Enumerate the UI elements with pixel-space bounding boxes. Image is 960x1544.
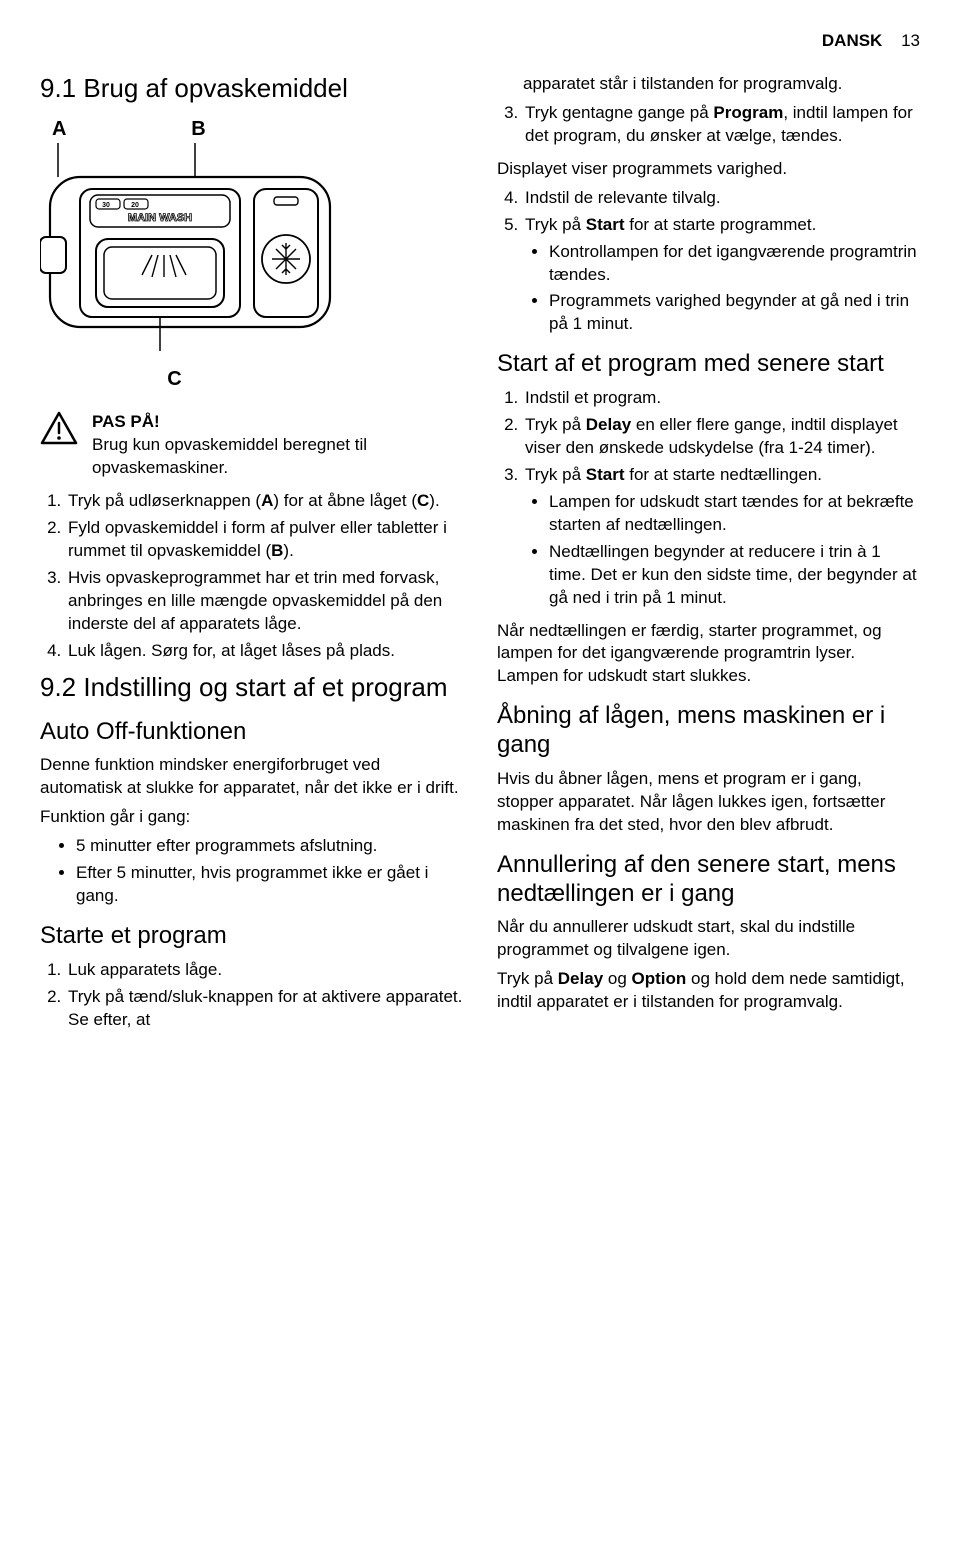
list-item: Luk lågen. Sørg for, at låget låses på p… <box>66 640 463 663</box>
diagram-label-c: C <box>0 366 463 393</box>
list-item: Luk apparatets låge. <box>66 959 463 982</box>
steps-list-1: Tryk på udløserknappen (A) for at åbne l… <box>40 490 463 663</box>
paragraph-continuation: apparatet står i tilstanden for programv… <box>497 73 920 96</box>
bullet-list: Kontrollampen for det igangværende progr… <box>525 241 920 337</box>
list-item: Fyld opvaskemiddel i form af pulver elle… <box>66 517 463 563</box>
steps-list-5: Indstil et program. Tryk på Delay en ell… <box>497 387 920 609</box>
mainwash-text: MAIN WASH <box>128 212 192 224</box>
gauge-30: 30 <box>102 202 110 209</box>
caution-body: Brug kun opvaskemiddel beregnet til opva… <box>92 435 367 477</box>
section-heading-9-2: 9.2 Indstilling og start af et program <box>40 672 463 703</box>
caution-triangle-icon <box>40 411 78 445</box>
list-item: Tryk på Start for at starte programmet. … <box>523 214 920 337</box>
section-heading-9-1: 9.1 Brug af opvaskemiddel <box>40 73 463 104</box>
content-columns: 9.1 Brug af opvaskemiddel A B 30 <box>40 73 920 1042</box>
subheading-aabning: Åbning af lågen, mens maskinen er i gang <box>497 702 920 760</box>
paragraph: Funktion går i gang: <box>40 806 463 829</box>
list-item: Nedtællingen begynder at reducere i trin… <box>549 541 920 610</box>
page-number: 13 <box>901 31 920 50</box>
diagram-labels-top: A B <box>40 116 463 143</box>
list-item: Indstil et program. <box>523 387 920 410</box>
steps-list-4: Indstil de relevante tilvalg. Tryk på St… <box>497 187 920 337</box>
list-item: Indstil de relevante tilvalg. <box>523 187 920 210</box>
paragraph: Når du annullerer udskudt start, skal du… <box>497 916 920 962</box>
list-item: Hvis opvaskeprogrammet har et trin med f… <box>66 567 463 636</box>
paragraph: Tryk på Delay og Option og hold dem nede… <box>497 968 920 1014</box>
subheading-senere-start: Start af et program med senere start <box>497 350 920 379</box>
bullet-list: 5 minutter efter programmets afslutning.… <box>40 835 463 908</box>
lang-label: DANSK <box>822 31 882 50</box>
list-item: Tryk på tænd/sluk-knappen for at aktiver… <box>66 986 463 1032</box>
list-item: 5 minutter efter programmets afslutning. <box>76 835 463 858</box>
paragraph: Når nedtællingen er færdig, starter prog… <box>497 620 920 689</box>
subheading-annullering: Annullering af den senere start, mens ne… <box>497 851 920 909</box>
detergent-diagram: A B 30 20 MAIN WASH <box>40 116 463 393</box>
list-item: Lampen for udskudt start tændes for at b… <box>549 491 920 537</box>
steps-list-3: Tryk gentagne gange på Program, indtil l… <box>497 102 920 148</box>
subheading-autooff: Auto Off-funktionen <box>40 718 463 747</box>
right-column: apparatet står i tilstanden for programv… <box>497 73 920 1042</box>
gauge-20: 20 <box>131 202 139 209</box>
diagram-label-b: B <box>191 118 205 140</box>
caution-title: PAS PÅ! <box>92 412 160 431</box>
subheading-starte: Starte et program <box>40 922 463 951</box>
list-item: Tryk på Start for at starte nedtællingen… <box>523 464 920 610</box>
list-item: Tryk på udløserknappen (A) for at åbne l… <box>66 490 463 513</box>
dispenser-illustration: 30 20 MAIN WASH <box>40 143 340 353</box>
list-item: Programmets varighed begynder at gå ned … <box>549 290 920 336</box>
list-item: Efter 5 minutter, hvis programmet ikke e… <box>76 862 463 908</box>
page-header: DANSK 13 <box>40 30 920 53</box>
caution-block: PAS PÅ! Brug kun opvaskemiddel beregnet … <box>40 411 463 480</box>
paragraph: Denne funktion mindsker energiforbruget … <box>40 754 463 800</box>
steps-list-2: Luk apparatets låge. Tryk på tænd/sluk-k… <box>40 959 463 1032</box>
list-item: Kontrollampen for det igangværende progr… <box>549 241 920 287</box>
caution-text: PAS PÅ! Brug kun opvaskemiddel beregnet … <box>92 411 463 480</box>
diagram-label-a: A <box>52 118 66 140</box>
paragraph: Hvis du åbner lågen, mens et program er … <box>497 768 920 837</box>
list-item: Tryk på Delay en eller flere gange, indt… <box>523 414 920 460</box>
left-column: 9.1 Brug af opvaskemiddel A B 30 <box>40 73 463 1042</box>
bullet-list: Lampen for udskudt start tændes for at b… <box>525 491 920 610</box>
paragraph: Displayet viser programmets varighed. <box>497 158 920 181</box>
list-item: Tryk gentagne gange på Program, indtil l… <box>523 102 920 148</box>
